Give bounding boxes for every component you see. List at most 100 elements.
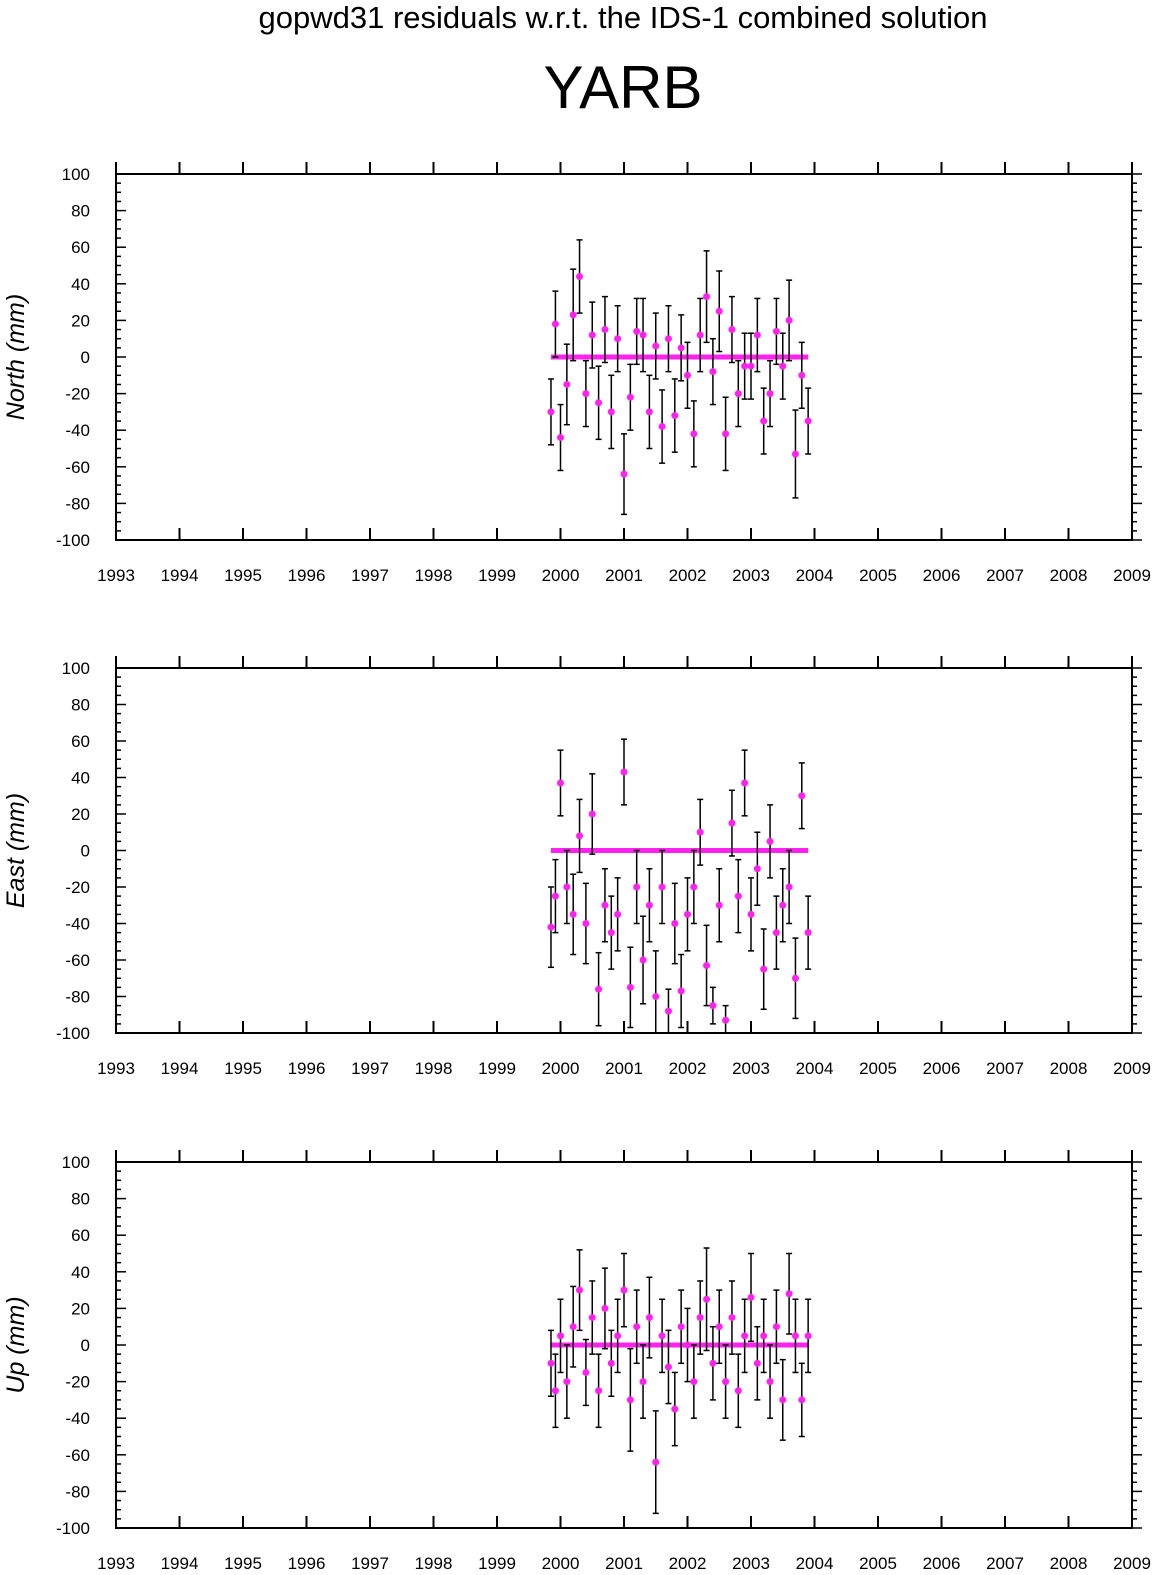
y-tick-label: -80 bbox=[65, 1482, 90, 1501]
x-tick-label: 2001 bbox=[605, 1554, 643, 1573]
data-point bbox=[563, 883, 571, 891]
data-point bbox=[728, 1314, 736, 1322]
data-point bbox=[760, 1332, 768, 1340]
data-point bbox=[804, 929, 812, 937]
y-tick-label: 80 bbox=[71, 1190, 90, 1209]
data-point bbox=[779, 362, 787, 370]
y-tick-label: -40 bbox=[65, 915, 90, 934]
data-point bbox=[798, 1396, 806, 1404]
y-tick-label: -80 bbox=[65, 988, 90, 1007]
y-axis-label: North (mm) bbox=[2, 294, 30, 420]
y-tick-label: -20 bbox=[65, 385, 90, 404]
x-tick-label: 1999 bbox=[478, 566, 516, 585]
data-point bbox=[753, 1359, 761, 1367]
data-point bbox=[690, 1378, 698, 1386]
y-tick-label: 100 bbox=[62, 659, 90, 678]
x-tick-label: 1994 bbox=[161, 1059, 199, 1078]
data-point bbox=[709, 1359, 717, 1367]
data-point bbox=[664, 1007, 672, 1015]
data-point bbox=[798, 792, 806, 800]
y-tick-label: 0 bbox=[81, 1336, 90, 1355]
y-tick-label: 60 bbox=[71, 1226, 90, 1245]
data-point bbox=[772, 1323, 780, 1331]
y-tick-label: 20 bbox=[71, 805, 90, 824]
data-point bbox=[607, 929, 615, 937]
data-point bbox=[633, 1323, 641, 1331]
x-tick-label: 2006 bbox=[923, 566, 961, 585]
y-tick-label: 100 bbox=[62, 165, 90, 184]
y-tick-label: -20 bbox=[65, 1373, 90, 1392]
x-tick-label: 1996 bbox=[288, 1059, 326, 1078]
data-point bbox=[595, 985, 603, 993]
y-axis-label: Up (mm) bbox=[2, 1296, 30, 1393]
data-point bbox=[760, 965, 768, 973]
x-tick-label: 1996 bbox=[288, 566, 326, 585]
x-tick-label: 2000 bbox=[542, 1059, 580, 1078]
y-tick-label: -20 bbox=[65, 878, 90, 897]
data-point bbox=[614, 335, 622, 343]
data-point bbox=[569, 910, 577, 918]
x-tick-label: 1998 bbox=[415, 1554, 453, 1573]
x-tick-label: 2007 bbox=[986, 1059, 1024, 1078]
data-point bbox=[652, 342, 660, 350]
data-point bbox=[639, 331, 647, 339]
data-point bbox=[722, 1378, 730, 1386]
page-title: gopwd31 residuals w.r.t. the IDS-1 combi… bbox=[258, 0, 988, 35]
data-point bbox=[798, 371, 806, 379]
data-point bbox=[652, 993, 660, 1000]
x-tick-label: 2002 bbox=[669, 1059, 707, 1078]
y-tick-label: -100 bbox=[56, 531, 90, 550]
y-tick-label: 20 bbox=[71, 311, 90, 330]
data-point bbox=[696, 331, 704, 339]
y-tick-label: 60 bbox=[71, 238, 90, 257]
data-point bbox=[547, 923, 555, 931]
data-point bbox=[633, 327, 641, 335]
data-point bbox=[728, 326, 736, 334]
y-tick-label: 20 bbox=[71, 1299, 90, 1318]
x-tick-label: 2003 bbox=[732, 1059, 770, 1078]
x-tick-label: 2004 bbox=[796, 1059, 834, 1078]
data-point bbox=[779, 901, 787, 909]
data-point bbox=[645, 408, 653, 416]
y-axis-label: East (mm) bbox=[2, 793, 30, 908]
x-tick-label: 1997 bbox=[351, 1554, 389, 1573]
x-tick-label: 2009 bbox=[1113, 566, 1151, 585]
data-point bbox=[703, 293, 711, 301]
x-tick-label: 2006 bbox=[923, 1554, 961, 1573]
x-tick-label: 1995 bbox=[224, 1059, 262, 1078]
data-point bbox=[588, 1314, 596, 1322]
data-point bbox=[563, 1378, 571, 1386]
data-point bbox=[671, 1405, 679, 1413]
data-point bbox=[620, 1286, 628, 1294]
x-tick-label: 2001 bbox=[605, 566, 643, 585]
data-point bbox=[766, 390, 774, 398]
data-point bbox=[690, 883, 698, 891]
data-point bbox=[633, 883, 641, 891]
data-point bbox=[582, 390, 590, 398]
data-point bbox=[551, 892, 559, 900]
data-point bbox=[601, 1304, 609, 1312]
data-point bbox=[709, 368, 717, 376]
x-tick-label: 2002 bbox=[669, 566, 707, 585]
data-point bbox=[576, 272, 584, 280]
data-point bbox=[785, 1290, 793, 1298]
data-point bbox=[734, 390, 742, 398]
data-point bbox=[595, 1387, 603, 1395]
data-point bbox=[620, 768, 628, 776]
x-tick-label: 2008 bbox=[1050, 566, 1088, 585]
x-tick-label: 1993 bbox=[97, 566, 135, 585]
y-tick-label: -60 bbox=[65, 951, 90, 970]
x-tick-label: 1994 bbox=[161, 1554, 199, 1573]
y-tick-label: -40 bbox=[65, 421, 90, 440]
data-point bbox=[551, 1387, 559, 1395]
x-tick-label: 2009 bbox=[1113, 1059, 1151, 1078]
data-point bbox=[753, 865, 761, 873]
data-point bbox=[607, 408, 615, 416]
x-tick-label: 2005 bbox=[859, 1554, 897, 1573]
x-tick-label: 2008 bbox=[1050, 1059, 1088, 1078]
data-point bbox=[804, 417, 812, 425]
panel-1: 1993 1994 1995 1996 1997 1998 1999 2000 2001 2002… bbox=[2, 162, 1151, 585]
x-tick-label: 1997 bbox=[351, 1059, 389, 1078]
data-point bbox=[582, 1368, 590, 1376]
data-point bbox=[766, 1378, 774, 1386]
